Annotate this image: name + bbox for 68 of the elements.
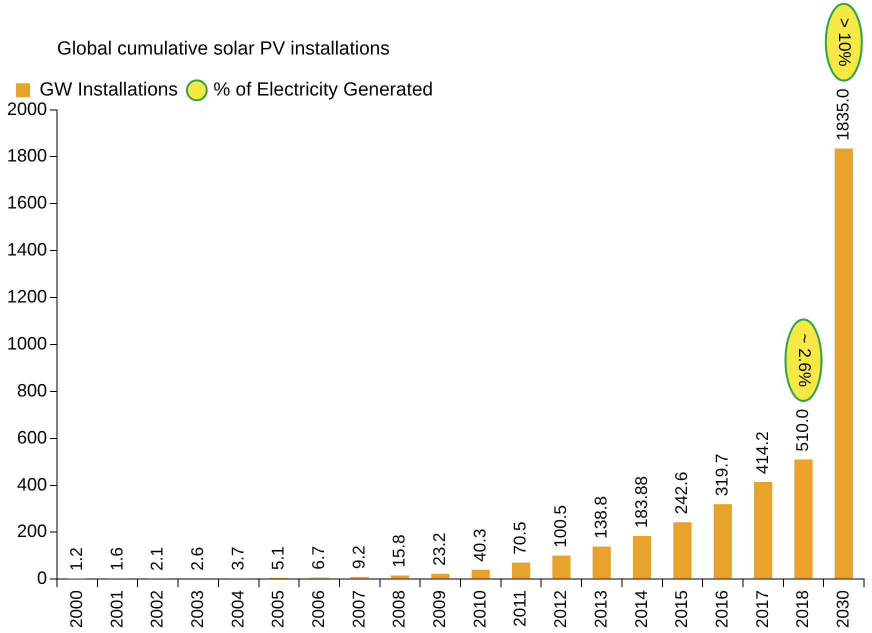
x-tick-label: 2014 bbox=[632, 590, 651, 628]
data-label: 1.6 bbox=[107, 547, 126, 571]
bar bbox=[834, 148, 853, 579]
bar bbox=[472, 570, 490, 579]
x-tick-label: 2005 bbox=[268, 590, 288, 628]
bar bbox=[390, 575, 410, 579]
y-tick-label: 0 bbox=[37, 568, 48, 588]
y-tick-label: 400 bbox=[16, 474, 48, 494]
bar bbox=[592, 546, 611, 579]
x-tick-label: 2010 bbox=[470, 590, 490, 628]
data-label: 3.7 bbox=[228, 546, 248, 570]
x-tick-label: 2030 bbox=[834, 590, 853, 628]
data-label: 1835.0 bbox=[834, 88, 853, 141]
y-tick-label: 600 bbox=[16, 427, 48, 448]
data-label: 5.1 bbox=[268, 546, 288, 570]
y-tick-label: 1000 bbox=[6, 333, 48, 354]
data-label: 70.5 bbox=[510, 522, 530, 555]
x-tick-label: 2008 bbox=[390, 590, 409, 628]
y-tick-label: 2000 bbox=[6, 98, 48, 119]
bar bbox=[512, 562, 530, 579]
text: > 10% bbox=[835, 18, 854, 67]
x-tick-label: 2018 bbox=[793, 590, 812, 628]
x-tick-label: 2013 bbox=[591, 590, 610, 628]
data-label: 2.1 bbox=[148, 547, 167, 571]
x-tick-label: 2009 bbox=[430, 590, 450, 628]
x-tick-label: 2007 bbox=[349, 590, 368, 628]
data-label: 15.8 bbox=[390, 534, 409, 568]
data-label: 6.7 bbox=[308, 546, 328, 570]
y-tick-label: 1200 bbox=[6, 286, 48, 307]
data-label: 9.2 bbox=[349, 545, 368, 570]
bar bbox=[431, 574, 450, 579]
data-label: 2.6 bbox=[188, 546, 207, 571]
bar bbox=[714, 504, 732, 579]
y-tick-label: 800 bbox=[16, 380, 48, 400]
y-tick-label: 200 bbox=[16, 521, 48, 542]
legend-label: % of Electricity Generated bbox=[213, 80, 433, 101]
x-tick-label: 2003 bbox=[188, 590, 207, 628]
x-tick-label: 2011 bbox=[510, 590, 530, 627]
bar bbox=[754, 482, 772, 579]
y-tick-label: 1600 bbox=[6, 192, 48, 213]
y-tick-label: 1800 bbox=[6, 146, 48, 166]
data-label: 183.88 bbox=[632, 476, 651, 528]
data-label: 414.2 bbox=[752, 431, 772, 474]
annotation: ~ 2.6% bbox=[794, 334, 814, 387]
x-tick-label: 2017 bbox=[752, 590, 772, 628]
data-label: 510.0 bbox=[793, 408, 812, 452]
bar bbox=[633, 536, 652, 579]
data-label: 40.3 bbox=[470, 528, 490, 562]
data-label: 100.5 bbox=[551, 505, 570, 548]
x-tick-label: 2015 bbox=[672, 590, 692, 628]
x-tick-label: 2000 bbox=[66, 590, 86, 628]
legend-label: GW Installations bbox=[40, 80, 178, 101]
data-label: 1.2 bbox=[66, 547, 86, 571]
data-label: 242.6 bbox=[672, 472, 692, 514]
y-tick-label: 1400 bbox=[6, 240, 48, 260]
data-label: 23.2 bbox=[430, 532, 450, 566]
x-tick-label: 2001 bbox=[107, 590, 126, 628]
data-label: 138.8 bbox=[591, 496, 610, 539]
x-tick-label: 2004 bbox=[228, 590, 248, 628]
bar bbox=[794, 459, 813, 579]
bar bbox=[552, 556, 570, 579]
x-tick-label: 2006 bbox=[308, 590, 328, 628]
data-label: 319.7 bbox=[712, 454, 732, 496]
bar bbox=[673, 522, 692, 579]
chart-title: Global cumulative solar PV installations bbox=[57, 38, 390, 60]
x-tick-label: 2016 bbox=[712, 590, 732, 628]
x-tick-label: 2002 bbox=[148, 590, 167, 628]
x-tick-label: 2012 bbox=[551, 590, 570, 628]
